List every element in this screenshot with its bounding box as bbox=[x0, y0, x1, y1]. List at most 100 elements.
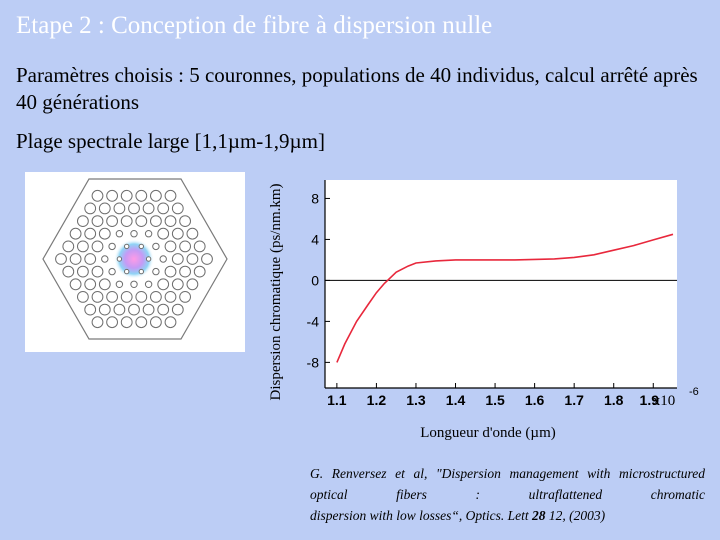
air-hole bbox=[108, 242, 116, 251]
plot-background bbox=[325, 180, 677, 388]
air-hole bbox=[149, 215, 162, 227]
air-hole bbox=[91, 316, 104, 329]
air-hole bbox=[157, 227, 170, 240]
air-hole bbox=[77, 265, 89, 278]
air-hole bbox=[149, 291, 162, 303]
y-tick-label: 8 bbox=[311, 190, 319, 206]
fiber-core-mode bbox=[114, 239, 154, 279]
air-hole bbox=[149, 316, 162, 329]
air-hole bbox=[106, 189, 118, 202]
air-hole bbox=[130, 280, 138, 289]
reference-line-2-prefix: dispersion with low losses“, Optics. Let… bbox=[310, 508, 533, 523]
air-hole bbox=[186, 227, 199, 240]
air-hole bbox=[108, 267, 116, 276]
air-hole bbox=[157, 303, 170, 316]
air-hole bbox=[171, 227, 184, 240]
air-hole bbox=[98, 303, 111, 316]
air-hole bbox=[128, 202, 140, 215]
air-hole bbox=[98, 278, 111, 291]
slide-title: Etape 2 : Conception de fibre à dispersi… bbox=[16, 12, 493, 39]
air-hole bbox=[69, 278, 82, 291]
reference-line-1: G. Renversez et al, "Dispersion manageme… bbox=[310, 466, 705, 502]
air-hole bbox=[106, 316, 118, 329]
air-hole bbox=[84, 202, 97, 215]
air-hole bbox=[179, 265, 192, 278]
air-hole bbox=[135, 189, 148, 202]
air-hole bbox=[124, 243, 130, 250]
air-hole bbox=[101, 255, 109, 263]
y-tick-label: 4 bbox=[311, 231, 319, 247]
air-hole bbox=[159, 255, 167, 263]
dispersion-chart-svg: 1.1 1.2 1.3 1.4 1.5 1.6 1.7 1.8 1.9 8 4 0 -4 -8 Longu… bbox=[268, 180, 699, 441]
air-hole bbox=[62, 265, 75, 278]
air-hole bbox=[116, 256, 123, 262]
air-hole bbox=[98, 202, 111, 215]
air-hole bbox=[157, 278, 170, 291]
air-hole bbox=[164, 265, 177, 278]
air-hole bbox=[186, 278, 199, 291]
air-hole bbox=[120, 291, 133, 303]
x-tick-label: 1.1 bbox=[327, 392, 347, 408]
air-hole bbox=[152, 242, 160, 251]
air-hole bbox=[91, 189, 104, 202]
air-hole bbox=[120, 316, 133, 329]
air-hole bbox=[164, 291, 177, 303]
air-hole bbox=[113, 202, 126, 215]
fiber-cross-section-drawing bbox=[42, 178, 228, 340]
spectral-range-text: Plage spectrale large [1,1µm-1,9µm] bbox=[16, 129, 325, 153]
air-hole bbox=[113, 303, 126, 316]
air-hole bbox=[164, 316, 177, 329]
air-hole bbox=[106, 291, 118, 303]
air-hole bbox=[179, 240, 192, 253]
air-hole bbox=[91, 265, 104, 278]
air-hole bbox=[120, 215, 133, 227]
air-hole bbox=[77, 240, 89, 253]
reference-line-2: dispersion with low losses“, Optics. Let… bbox=[310, 505, 705, 526]
air-hole bbox=[179, 291, 192, 303]
x-tick-label: 1.8 bbox=[604, 392, 624, 408]
x-exponent-label: x10 bbox=[653, 393, 676, 409]
x-axis-label: Longueur d'onde (µm) bbox=[420, 425, 555, 441]
air-hole bbox=[138, 243, 145, 250]
air-hole bbox=[62, 240, 75, 253]
air-hole bbox=[69, 227, 82, 240]
y-tick-label: 0 bbox=[311, 272, 319, 288]
reference-line-2-suffix: 12, (2003) bbox=[545, 508, 606, 523]
air-hole bbox=[193, 265, 206, 278]
air-hole bbox=[138, 268, 145, 275]
air-hole bbox=[115, 280, 124, 289]
air-hole bbox=[91, 291, 104, 303]
x-tick-label: 1.4 bbox=[446, 392, 466, 408]
air-hole bbox=[193, 240, 206, 253]
air-hole bbox=[135, 316, 148, 329]
air-hole bbox=[149, 189, 162, 202]
reference-volume: 28 bbox=[532, 508, 546, 523]
air-hole bbox=[142, 303, 155, 316]
air-hole bbox=[115, 230, 124, 238]
air-hole bbox=[164, 240, 177, 253]
y-axis-label: Dispersion chromatique (ps/nm.km) bbox=[268, 183, 284, 400]
air-hole bbox=[84, 253, 97, 265]
air-hole bbox=[130, 230, 138, 238]
air-hole bbox=[98, 227, 111, 240]
air-hole bbox=[144, 280, 153, 289]
x-tick-label: 1.3 bbox=[406, 392, 426, 408]
dispersion-chart: 1.1 1.2 1.3 1.4 1.5 1.6 1.7 1.8 1.9 8 4 0 -4 -8 Longu… bbox=[262, 165, 712, 455]
air-hole bbox=[55, 253, 67, 265]
x-tick-label: 1.2 bbox=[367, 392, 387, 408]
y-tick-label: -8 bbox=[307, 354, 320, 370]
air-hole bbox=[77, 215, 89, 227]
air-hole bbox=[171, 303, 184, 316]
air-hole bbox=[91, 215, 104, 227]
air-hole bbox=[106, 215, 118, 227]
x-exponent: -6 bbox=[689, 386, 699, 398]
air-hole bbox=[164, 215, 177, 227]
air-hole bbox=[179, 215, 192, 227]
air-hole bbox=[201, 253, 213, 265]
air-hole bbox=[157, 202, 170, 215]
air-hole bbox=[171, 202, 184, 215]
air-hole bbox=[84, 303, 97, 316]
air-hole bbox=[128, 303, 140, 316]
air-hole bbox=[171, 253, 184, 265]
air-hole bbox=[164, 189, 177, 202]
